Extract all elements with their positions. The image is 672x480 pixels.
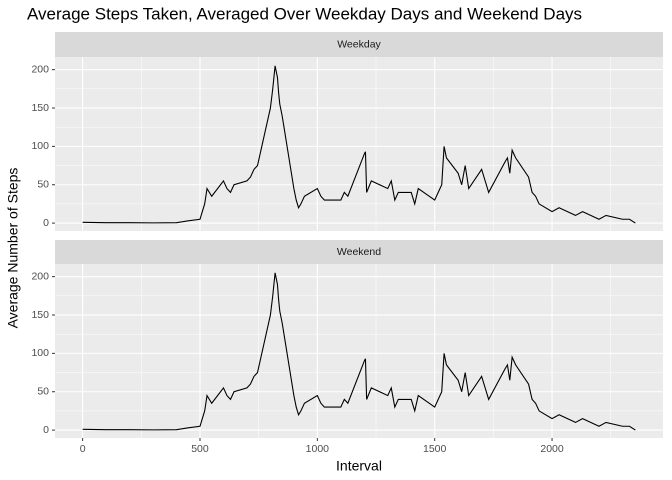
y-tick-label: 50 <box>37 386 49 398</box>
panel <box>55 57 663 231</box>
strip <box>55 32 663 57</box>
data-line <box>82 272 636 431</box>
chart-title: Average Steps Taken, Averaged Over Weekd… <box>27 4 582 23</box>
y-tick-label: 0 <box>43 217 49 229</box>
x-tick-label: 0 <box>80 443 86 455</box>
strip <box>55 240 663 264</box>
y-tick-label: 150 <box>31 102 49 114</box>
x-tick-label: 1000 <box>306 443 330 455</box>
y-tick-label: 200 <box>31 63 49 75</box>
x-tick-label: 2000 <box>540 443 564 455</box>
y-tick-label: 100 <box>31 140 49 152</box>
y-tick-label: 50 <box>37 179 49 191</box>
x-axis-label: Interval <box>336 458 382 474</box>
panel <box>55 264 663 438</box>
y-tick-label: 200 <box>31 270 49 282</box>
y-tick-label: 100 <box>31 347 49 359</box>
strip-label: Weekday <box>337 38 381 50</box>
y-tick-label: 150 <box>31 309 49 321</box>
y-axis-label: Average Number of Steps <box>5 168 21 329</box>
x-tick-label: 1500 <box>423 443 447 455</box>
strip-label: Weekend <box>337 246 381 258</box>
data-line <box>82 65 636 224</box>
y-tick-label: 0 <box>43 424 49 436</box>
x-tick-label: 500 <box>191 443 209 455</box>
